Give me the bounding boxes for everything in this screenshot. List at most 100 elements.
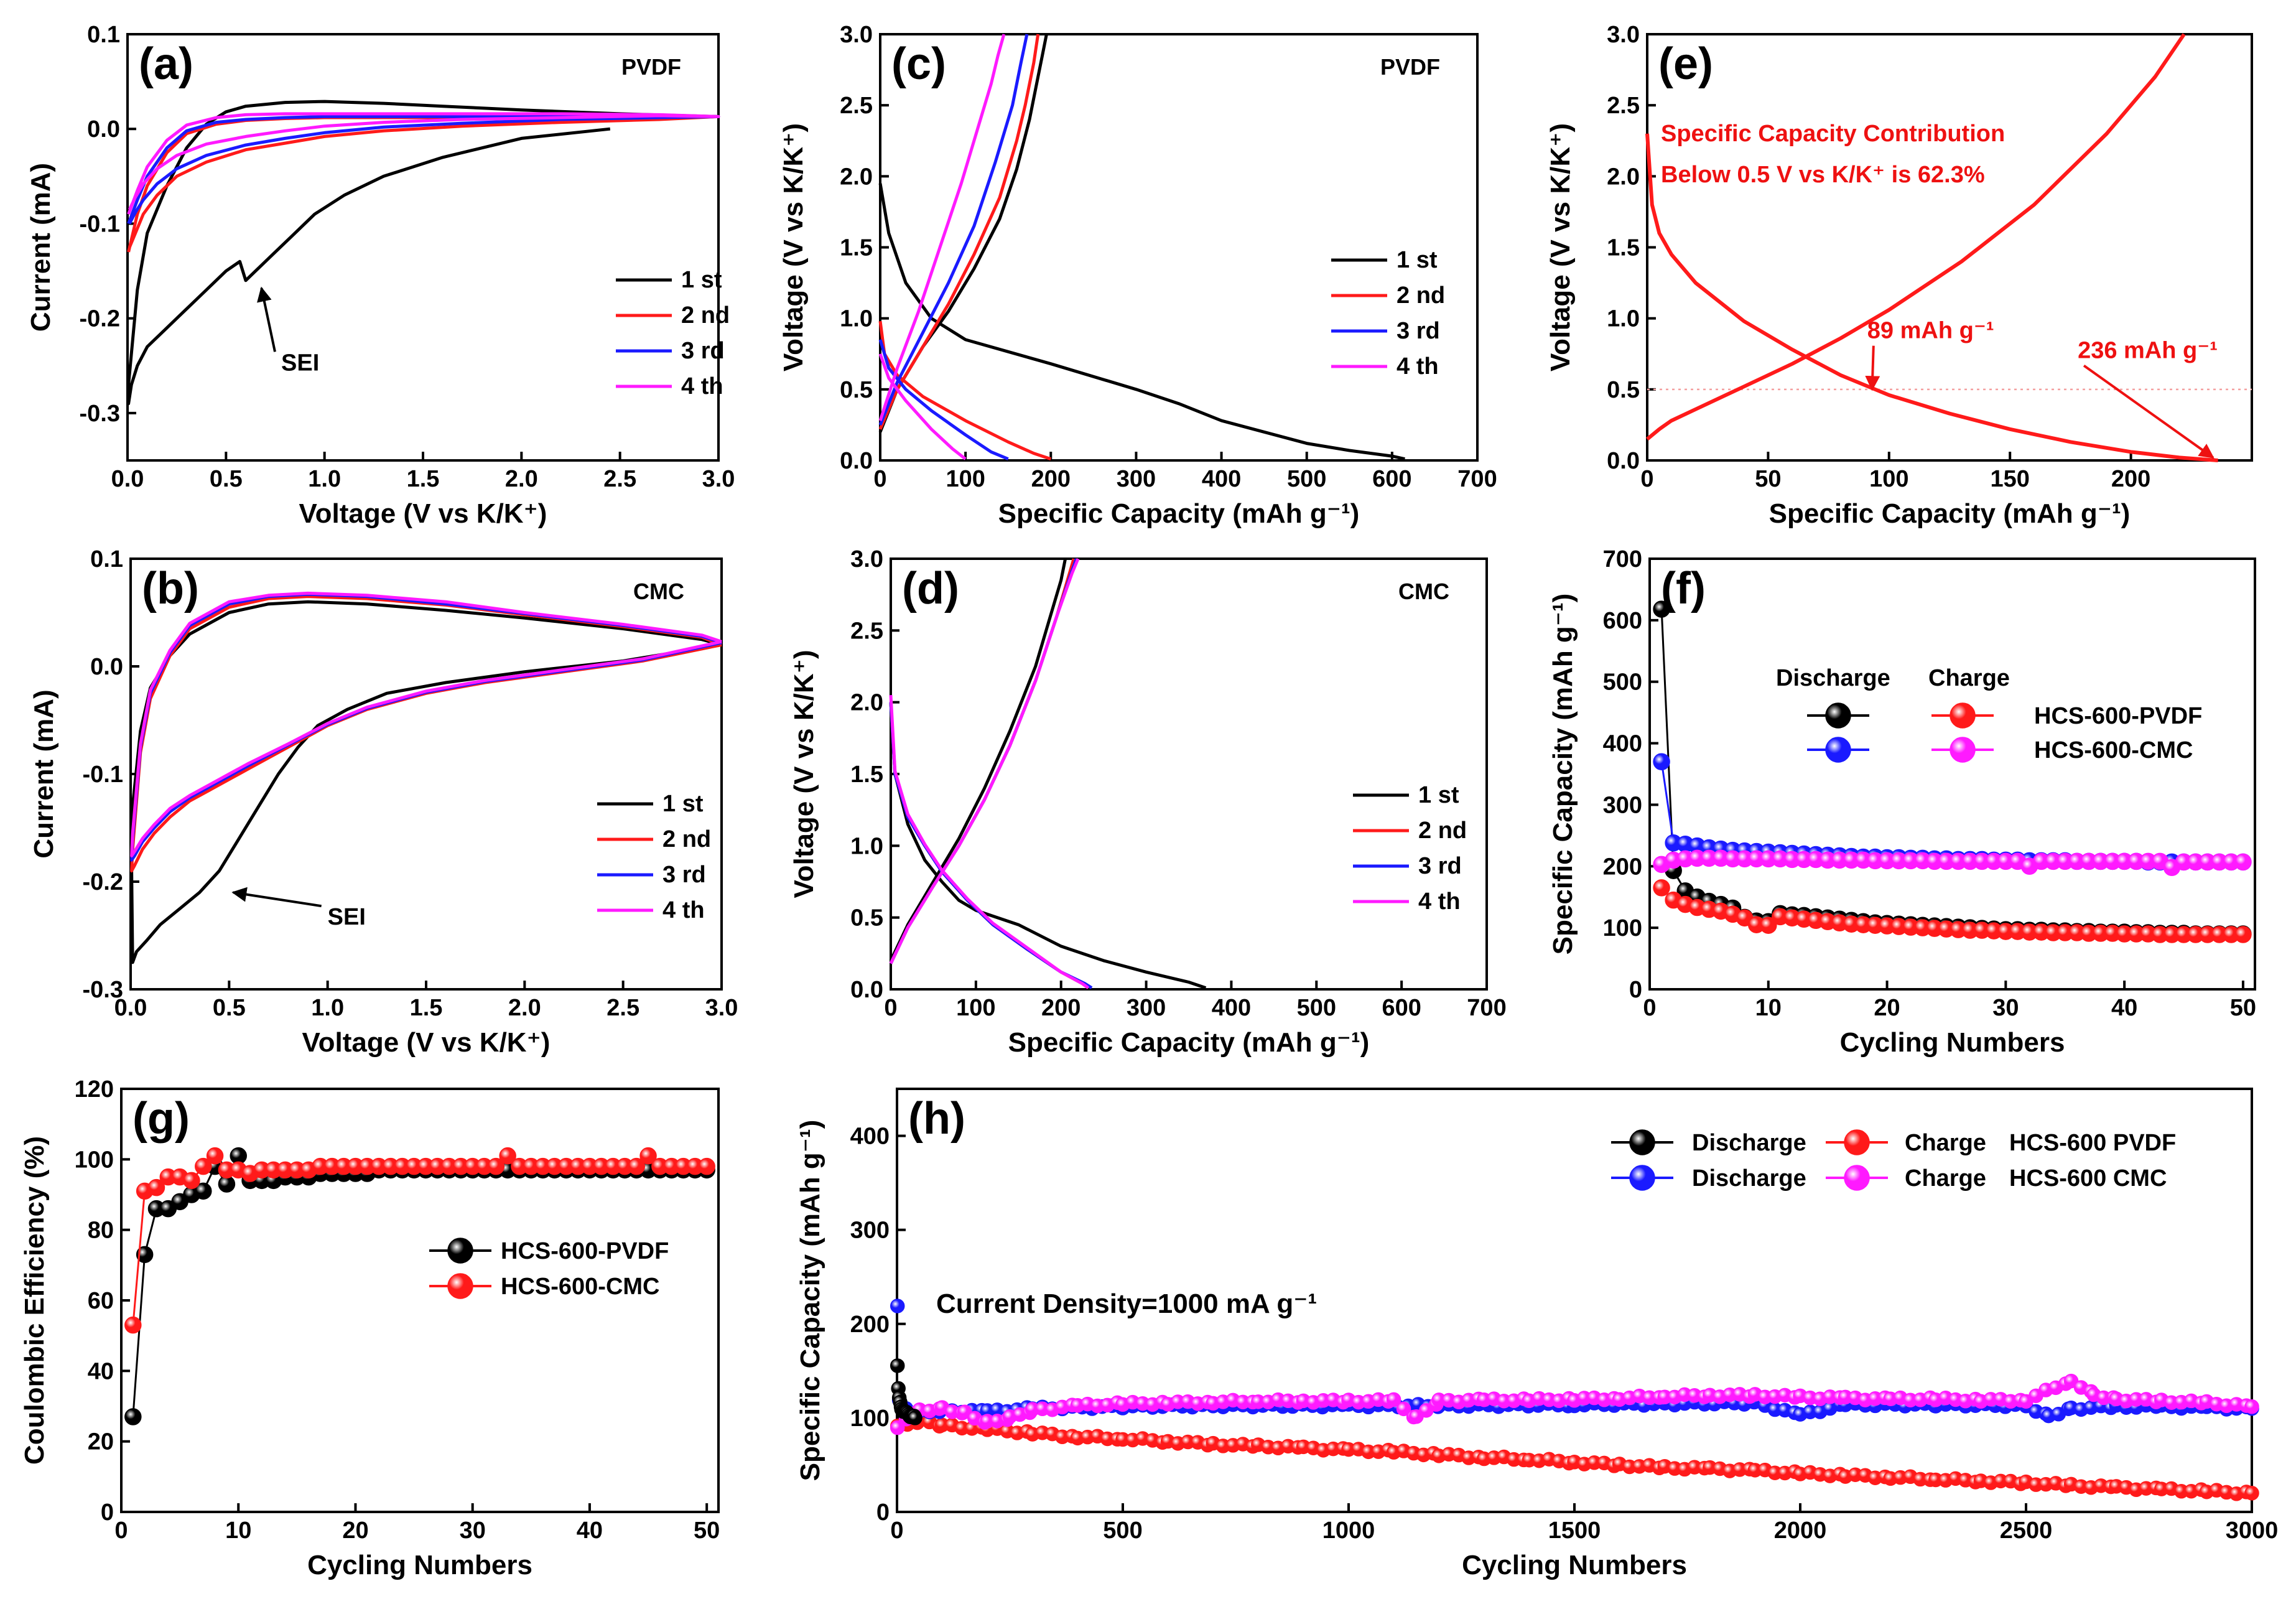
y-tick-label: 0 — [1629, 977, 1642, 1003]
series-line — [878, 34, 1048, 433]
y-tick-label: 0.1 — [90, 546, 123, 572]
corner-label: CMC — [633, 579, 684, 604]
annotation-label: SEI — [281, 350, 319, 376]
series-line — [889, 558, 1067, 961]
x-tick-label: 40 — [577, 1518, 603, 1544]
series-line — [130, 591, 722, 857]
y-tick-label: 80 — [88, 1218, 114, 1244]
legend-label: HCS-600-PVDF — [2034, 703, 2202, 729]
series-line — [889, 694, 1089, 989]
plot-frame — [879, 33, 1479, 462]
legend-label: 1 st — [662, 791, 704, 817]
x-tick-label: 300 — [1127, 995, 1166, 1021]
x-axis-label: Specific Capacity (mAh g⁻¹) — [998, 498, 1360, 529]
x-tick-label: 2.5 — [603, 466, 636, 492]
x-tick-label: 0 — [114, 1518, 128, 1544]
y-tick-label: 0 — [101, 1499, 114, 1526]
data-point — [2234, 853, 2252, 871]
x-tick-label: 1.0 — [311, 995, 344, 1021]
y-tick-label: 0.0 — [90, 654, 123, 680]
y-tick-label: 0 — [876, 1499, 890, 1526]
data-point — [2244, 1486, 2259, 1501]
x-tick-label: 0 — [884, 995, 897, 1021]
y-tick-label: 2.0 — [840, 164, 873, 190]
series-line — [878, 34, 1029, 426]
x-tick-label: 700 — [1457, 466, 1497, 492]
x-tick-label: 200 — [2111, 466, 2150, 492]
legend-label: 4 th — [662, 897, 705, 923]
y-tick-label: 300 — [850, 1218, 890, 1244]
y-tick-label: 0.1 — [87, 22, 120, 48]
x-tick-label: 0.0 — [114, 995, 147, 1021]
data-point — [195, 1157, 212, 1175]
y-tick-label: -0.3 — [80, 401, 120, 427]
x-tick-label: 500 — [1287, 466, 1326, 492]
x-tick-label: 500 — [1103, 1518, 1142, 1544]
data-point — [1629, 1165, 1655, 1191]
data-point — [136, 1246, 154, 1264]
x-tick-label: 2.0 — [508, 995, 541, 1021]
y-axis-label: Voltage (V vs K/K⁺) — [789, 650, 819, 898]
series-line — [127, 114, 720, 253]
x-tick-label: 2000 — [1774, 1518, 1827, 1544]
x-tick-label: 300 — [1117, 466, 1156, 492]
y-axis-label: Current (mA) — [29, 689, 59, 858]
panel-a: 0.0 0.5 1.0 1.5 2.0 2.5 3.0 -0.3 -0.2 -0.1 0.0 0.1 V… — [26, 22, 735, 529]
x-tick-label: 0.5 — [213, 995, 246, 1021]
series-line — [889, 558, 1076, 964]
y-tick-label: 3.0 — [1607, 22, 1640, 48]
data-point — [1825, 702, 1851, 729]
y-axis-label: Voltage (V vs K/K⁺) — [1545, 123, 1576, 371]
x-tick-label: 100 — [1869, 466, 1908, 492]
corner-label: PVDF — [621, 54, 681, 80]
data-point — [1844, 1165, 1870, 1191]
x-tick-label: 0 — [873, 466, 886, 492]
x-tick-label: 600 — [1372, 466, 1411, 492]
panel-label: (c) — [891, 39, 946, 89]
data-point — [890, 1358, 905, 1373]
series-line — [878, 34, 1006, 421]
x-tick-label: 2500 — [2000, 1518, 2053, 1544]
panel-c: 0 100 200 300 400 500 600 700 0.0 0.5 1.0 1.5 2.0 2.5… — [778, 22, 1497, 529]
legend-label: HCS-600 PVDF — [2009, 1130, 2176, 1156]
corner-label: PVDF — [1380, 54, 1440, 80]
x-tick-label: 10 — [1755, 995, 1782, 1021]
data-point — [147, 1178, 165, 1196]
panel-f: 0 10 20 30 40 500100200300400500600700Cycling… — [1548, 546, 2256, 1058]
data-point — [1386, 1392, 1401, 1407]
series-line — [878, 34, 1040, 430]
data-point — [639, 1147, 657, 1165]
y-tick-label: -0.3 — [83, 977, 123, 1003]
data-point — [487, 1157, 505, 1175]
data-point — [908, 1411, 923, 1425]
series-line — [1646, 33, 2186, 441]
data-point — [2234, 926, 2252, 943]
y-tick-label: -0.2 — [80, 306, 120, 332]
data-point — [1653, 753, 1670, 770]
series-line — [130, 592, 722, 862]
y-tick-label: 0.5 — [850, 905, 883, 931]
y-tick-label: 2.0 — [850, 690, 883, 716]
x-tick-label: 150 — [1990, 466, 2029, 492]
x-axis-label: Specific Capacity (mAh g⁻¹) — [1008, 1027, 1370, 1058]
data-point — [698, 1157, 715, 1175]
x-tick-label: 30 — [460, 1518, 486, 1544]
legend-label: 2 nd — [681, 302, 730, 329]
y-tick-label: 200 — [850, 1312, 890, 1338]
x-tick-label: 1500 — [1548, 1518, 1601, 1544]
x-tick-label: 50 — [2230, 995, 2256, 1021]
annotation-arrow — [257, 286, 276, 352]
legend-label: Charge — [1905, 1130, 1986, 1156]
x-axis-label: Cycling Numbers — [307, 1550, 532, 1580]
legend-label: 4 th — [681, 373, 723, 399]
x-tick-label: 1000 — [1322, 1518, 1375, 1544]
y-tick-label: 500 — [1603, 669, 1642, 696]
data-point — [499, 1147, 516, 1165]
legend-label: 2 nd — [1397, 282, 1445, 309]
series-line — [127, 100, 719, 406]
plot-frame — [1646, 33, 2253, 462]
x-tick-label: 400 — [1202, 466, 1241, 492]
data-point — [1653, 879, 1670, 897]
panel-label: (d) — [902, 564, 959, 613]
y-tick-label: 0.0 — [1607, 448, 1640, 474]
